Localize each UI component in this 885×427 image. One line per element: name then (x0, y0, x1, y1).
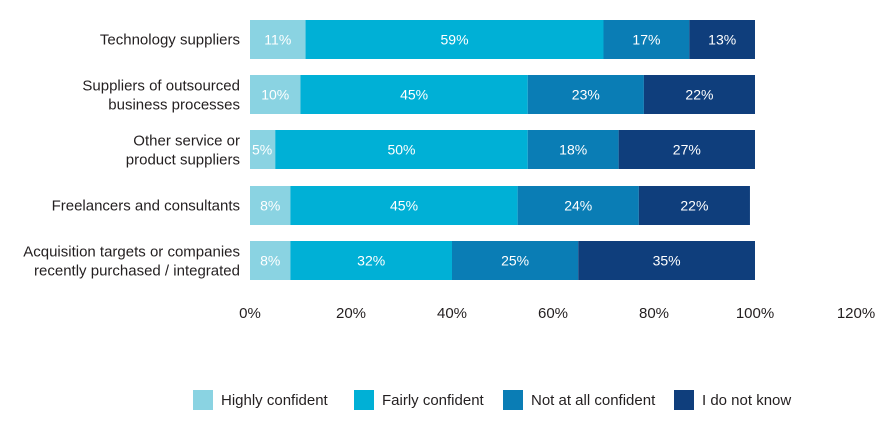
bar-segment (527, 130, 619, 169)
data-label: 8% (260, 253, 280, 269)
bar-segment (527, 75, 644, 114)
legend-label: Highly confident (221, 391, 328, 409)
bar-segment (689, 20, 755, 59)
legend-swatch (674, 390, 694, 410)
legend-label: Not at all confident (531, 391, 656, 409)
bar-segment (250, 20, 306, 59)
stacked-bar-chart: 11% 59% 17% 13% Technology suppliers 10% 45% 23… (23, 20, 875, 322)
category-label: Other service or (133, 133, 240, 150)
bar-segment (275, 130, 528, 169)
data-label: 13% (708, 32, 736, 48)
x-tick-label: 120% (837, 305, 875, 322)
legend-swatch (503, 390, 523, 410)
bar-segment (250, 130, 276, 169)
bar-segment (290, 186, 518, 225)
x-tick-label: 100% (736, 305, 774, 322)
data-label: 35% (653, 253, 681, 269)
x-tick-label: 80% (639, 305, 669, 322)
category-label: business processes (108, 97, 240, 114)
data-label: 45% (390, 198, 418, 214)
category-label: product suppliers (126, 152, 240, 169)
bar-segment (250, 75, 301, 114)
bar-segment (300, 75, 528, 114)
legend-item: Not at all confident (503, 388, 655, 412)
data-label: 24% (564, 198, 592, 214)
category-label: Freelancers and consultants (52, 198, 240, 215)
bar-segment (603, 20, 690, 59)
legend-item: Fairly confident (354, 388, 484, 412)
bar-segment (305, 20, 604, 59)
data-label: 59% (441, 32, 469, 48)
data-label: 5% (252, 142, 272, 158)
x-tick-label: 0% (239, 305, 261, 322)
data-label: 23% (572, 87, 600, 103)
data-label: 10% (261, 87, 289, 103)
x-tick-label: 60% (538, 305, 568, 322)
data-label: 8% (260, 198, 280, 214)
category-label: recently purchased / integrated (34, 263, 240, 280)
category-label: Technology suppliers (100, 32, 240, 49)
legend-label: Fairly confident (382, 391, 484, 409)
data-label: 45% (400, 87, 428, 103)
data-label: 32% (357, 253, 385, 269)
chart-legend: Highly confident Fairly confident Not at a… (0, 388, 885, 412)
data-label: 22% (685, 87, 713, 103)
bar-segment (250, 186, 291, 225)
legend-item: I do not know (674, 388, 791, 412)
legend-item: Highly confident (193, 388, 328, 412)
data-label: 11% (264, 32, 291, 48)
x-tick-label: 20% (336, 305, 366, 322)
category-label: Acquisition targets or companies (23, 244, 240, 261)
legend-swatch (193, 390, 213, 410)
bar-segment (578, 241, 755, 280)
bar-segment (250, 241, 291, 280)
bar-segment (638, 186, 750, 225)
data-label: 25% (501, 253, 529, 269)
data-label: 17% (632, 32, 660, 48)
bar-segment (618, 130, 755, 169)
bar-segment (452, 241, 579, 280)
legend-label: I do not know (702, 391, 792, 409)
data-label: 18% (559, 142, 587, 158)
bar-segment (517, 186, 639, 225)
data-label: 50% (387, 142, 415, 158)
bar-segment (643, 75, 755, 114)
category-label: Suppliers of outsourced (82, 78, 240, 95)
bar-segment (290, 241, 452, 280)
legend-swatch (354, 390, 374, 410)
x-tick-label: 40% (437, 305, 467, 322)
data-label: 22% (680, 198, 708, 214)
data-label: 27% (673, 142, 701, 158)
